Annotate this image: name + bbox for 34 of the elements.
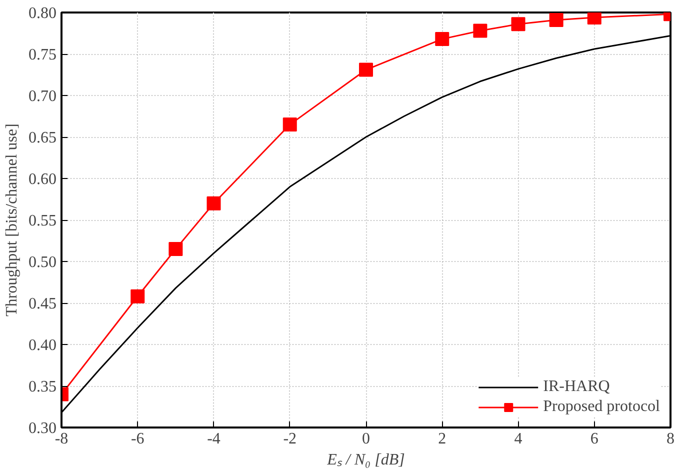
x-tick-label: -8 <box>54 430 68 448</box>
y-tick-label: 0.35 <box>28 378 56 396</box>
point <box>130 289 145 304</box>
x-tick-label: 4 <box>514 430 522 448</box>
point <box>473 24 488 38</box>
point <box>435 32 450 46</box>
point <box>206 196 221 210</box>
legend-label: Proposed protocol <box>543 398 660 416</box>
y-tick-label: 0.40 <box>28 337 56 354</box>
point <box>168 242 183 256</box>
point <box>359 62 373 77</box>
y-tick-label: 0.50 <box>28 254 56 271</box>
legend-label: IR-HARQ <box>543 378 610 396</box>
point <box>511 17 526 32</box>
y-tick-label: 0.55 <box>28 212 56 230</box>
x-tick-label: -4 <box>207 430 220 448</box>
point <box>282 118 297 132</box>
y-tick-label: 0.70 <box>28 88 56 105</box>
x-tick-label: 8 <box>666 430 674 448</box>
y-tick-label: 0.75 <box>28 46 56 64</box>
x-tick-label: 6 <box>590 430 598 448</box>
y-tick-label: 0.60 <box>28 171 56 188</box>
x-axis-title: Eₛ / N₀ [dB] <box>326 452 405 468</box>
y-tick-label: 0.45 <box>28 296 56 312</box>
point <box>587 12 602 24</box>
y-tick-label: 0.30 <box>28 420 56 437</box>
x-tick-label: 2 <box>438 430 446 448</box>
x-tick-label: 0 <box>362 430 370 448</box>
y-tick-label: 0.80 <box>28 5 56 22</box>
x-tick-label: -6 <box>130 430 144 448</box>
y-tick-label: 0.65 <box>28 130 56 146</box>
point <box>549 12 564 27</box>
x-tick-label: -2 <box>283 430 297 448</box>
y-axis-title: Throughput [bits/channel use] <box>4 124 20 316</box>
